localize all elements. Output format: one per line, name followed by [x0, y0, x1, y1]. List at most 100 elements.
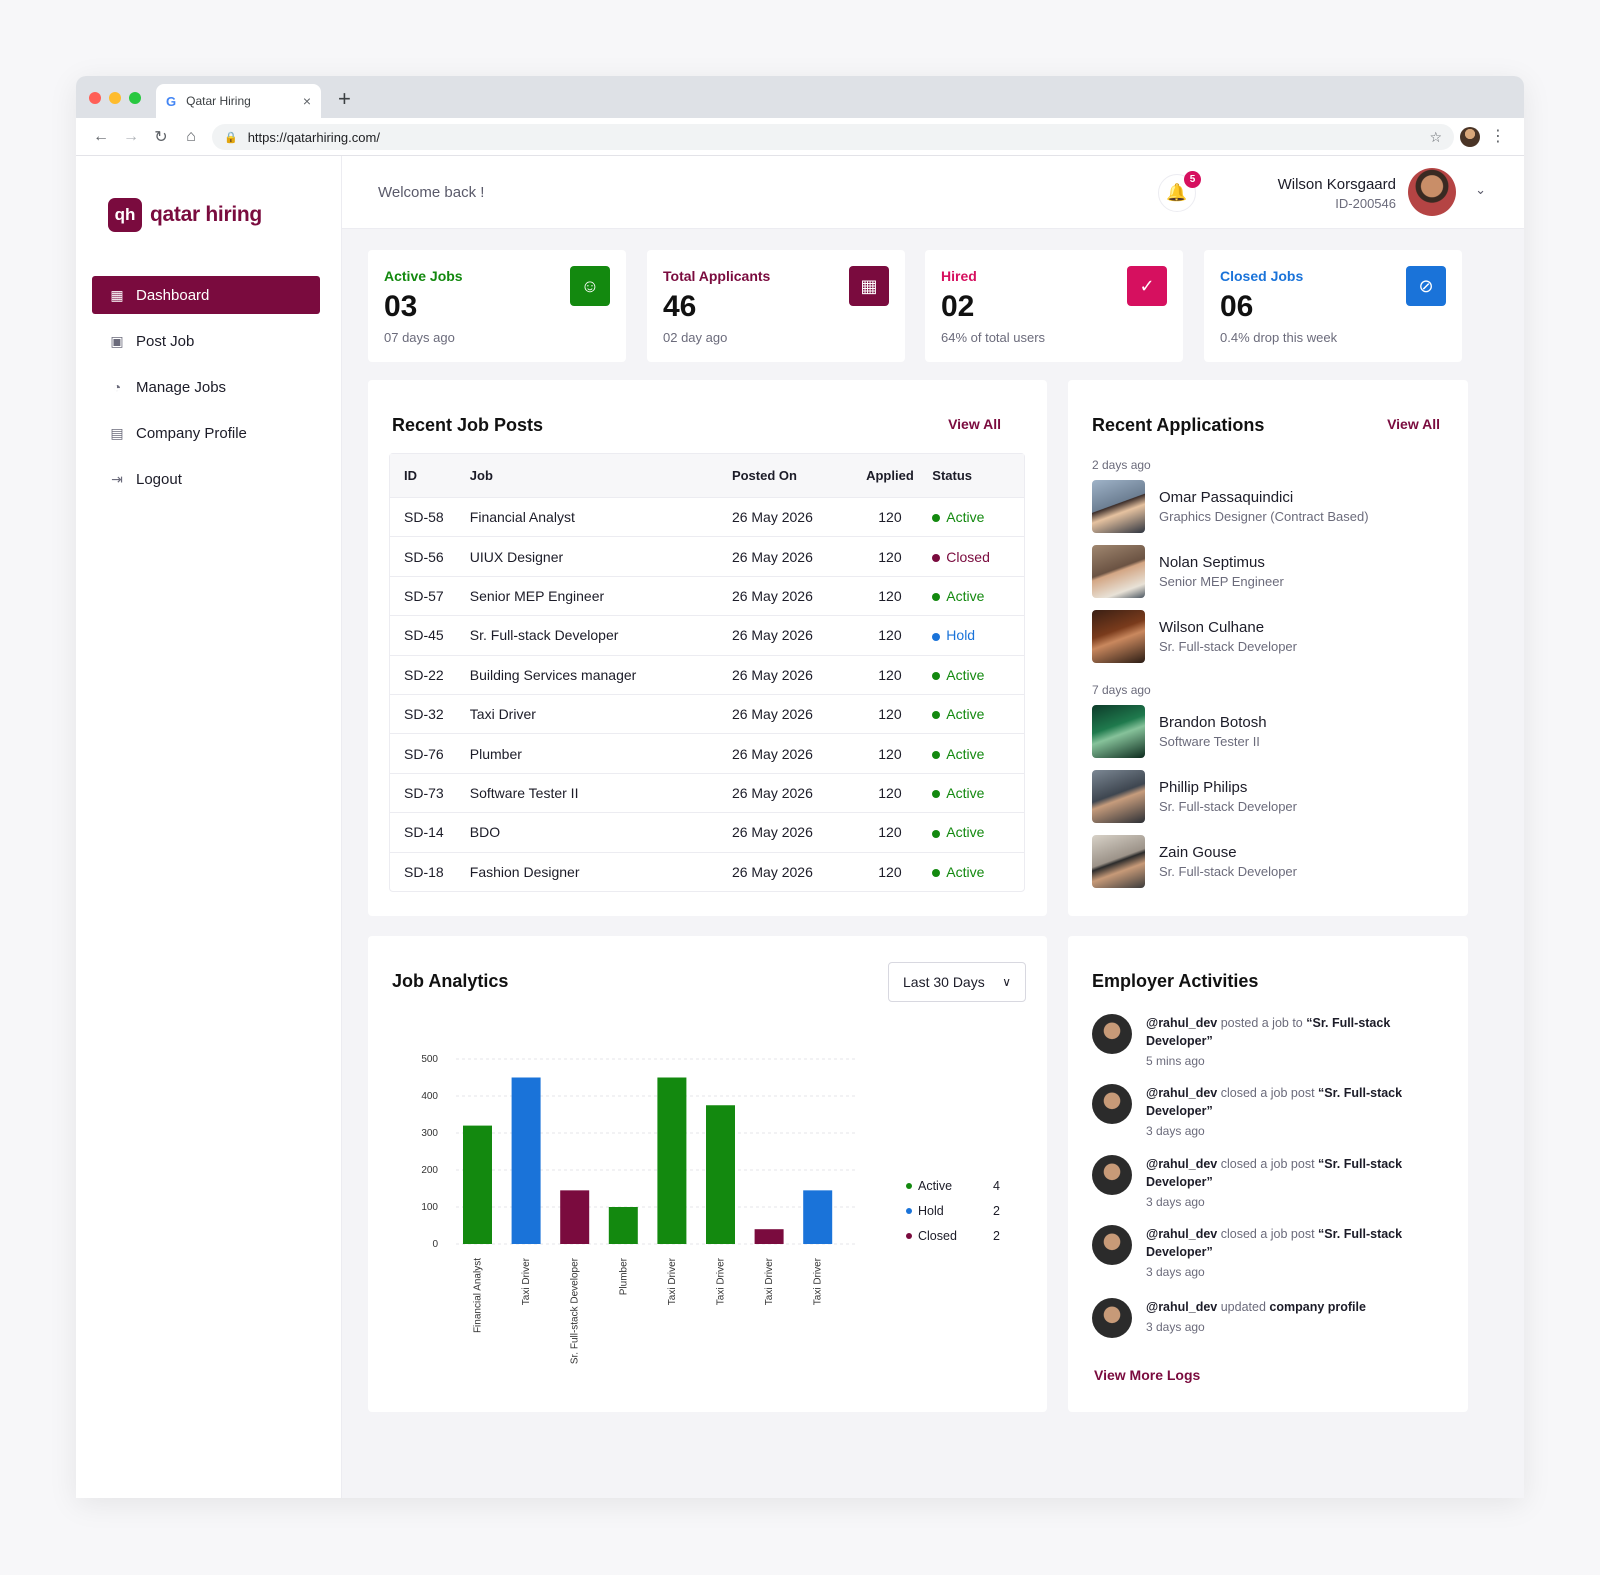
table-row[interactable]: SD-57 Senior MEP Engineer 26 May 2026 120 Ac… [390, 575, 1024, 615]
activity-avatar [1092, 1155, 1132, 1195]
employer-activities-title: Employer Activities [1092, 971, 1259, 991]
activity-user[interactable]: @rahul_dev [1146, 1227, 1218, 1241]
activity-user[interactable]: @rahul_dev [1146, 1157, 1218, 1171]
table-row[interactable]: SD-18 Fashion Designer 26 May 2026 120 Activ… [390, 851, 1024, 891]
legend-label: Active [918, 1179, 952, 1193]
table-row[interactable]: SD-22 Building Services manager 26 May 202… [390, 654, 1024, 694]
close-tab-icon[interactable]: × [302, 93, 311, 109]
brand-logo[interactable]: qh qatar hiring [108, 198, 262, 232]
browser-menu-icon[interactable]: ⋮ [1490, 128, 1506, 145]
activity-verb: closed a job post [1220, 1227, 1315, 1241]
activity-verb: closed a job post [1220, 1157, 1315, 1171]
sidebar-item-post-job[interactable]: ▣ Post Job [92, 322, 320, 360]
x-tick-label: Financial Analyst [473, 1258, 484, 1333]
status-dot [932, 790, 941, 799]
new-tab-button[interactable]: + [338, 86, 351, 111]
activity-time: 3 days ago [1146, 1320, 1205, 1334]
maximize-window-button[interactable] [129, 92, 141, 104]
job-title-cell: Financial Analyst [469, 509, 575, 526]
bookmark-star-icon[interactable]: ☆ [1429, 128, 1442, 145]
status-dot [932, 750, 941, 759]
list-item[interactable]: Zain Gouse Sr. Full-stack Developer [1092, 833, 1297, 889]
job-analytics-card: Job Analytics Last 30 Days ∨ 0 100 200 300 4… [368, 936, 1047, 1412]
applicant-role: Sr. Full-stack Developer [1159, 638, 1297, 654]
activity-user[interactable]: @rahul_dev [1146, 1300, 1218, 1314]
x-tick-label: Taxi Driver [813, 1257, 824, 1305]
stat-card-active-jobs: Active Jobs 03 07 days ago ☺ [368, 250, 626, 362]
job-id-cell: SD-56 [404, 548, 444, 565]
table-row[interactable]: SD-14 BDO 26 May 2026 120 Active [390, 812, 1024, 851]
activity-item: @rahul_dev closed a job post “Sr. Full-s… [1092, 1155, 1422, 1211]
activity-user[interactable]: @rahul_dev [1146, 1016, 1218, 1030]
table-row[interactable]: SD-76 Plumber 26 May 2026 120 Active [390, 733, 1024, 772]
back-icon[interactable]: ← [93, 127, 109, 145]
minimize-window-button[interactable] [109, 92, 121, 104]
forward-icon[interactable]: → [123, 127, 139, 145]
posted-on-cell: 26 May 2026 [731, 587, 813, 604]
legend-label: Hold [918, 1204, 944, 1218]
chevron-down-icon[interactable]: ⌄ [1475, 182, 1486, 197]
logout-icon: ⇥ [111, 470, 123, 487]
activity-item: @rahul_dev updated company profile 3 days… [1092, 1298, 1422, 1338]
stat-subtext: 64% of total users [941, 330, 1046, 345]
browser-profile-avatar[interactable] [1460, 127, 1480, 147]
notification-bell-icon[interactable]: 🔔 5 [1158, 171, 1201, 212]
sidebar-item-company-profile[interactable]: ▤ Company Profile [92, 414, 320, 452]
table-row[interactable]: SD-45 Sr. Full-stack Developer 26 May 2026… [390, 615, 1024, 654]
url-field[interactable]: 🔒 https://qatarhiring.com/ ☆ [212, 124, 1454, 150]
view-more-logs-link[interactable]: View More Logs [1094, 1367, 1201, 1383]
activity-object: “Sr. Full-stack Developer” [1146, 1016, 1391, 1048]
browser-tab[interactable]: G Qatar Hiring × [156, 84, 321, 118]
column-header-posted-on: Posted On [731, 468, 797, 483]
applicant-photo [1092, 479, 1145, 533]
activity-avatar [1092, 1225, 1132, 1265]
status-dot [932, 869, 941, 877]
browser-tab-bar: G Qatar Hiring × + [76, 76, 1524, 118]
close-window-button[interactable] [89, 92, 101, 104]
sidebar-item-dashboard[interactable]: ▦ Dashboard [92, 276, 320, 314]
table-row[interactable]: SD-58 Financial Analyst 26 May 2026 120 Acti… [390, 497, 1024, 536]
recent-applications-view-all-link[interactable]: View All [1387, 416, 1440, 432]
google-favicon-icon: G [166, 93, 177, 109]
pie-chart-icon: ◔ [112, 379, 122, 395]
list-item[interactable]: Omar Passaquindici Graphics Designer (Con… [1092, 478, 1369, 534]
jobs-table: ID Job Posted On Applied Status SD-58 Financi… [389, 453, 1025, 892]
x-tick-label: Plumber [618, 1257, 629, 1295]
activity-text: @rahul_dev closed a job post “Sr. Full-s… [1146, 1155, 1422, 1211]
list-item[interactable]: Wilson Culhane Sr. Full-stack Developer [1092, 608, 1297, 664]
posted-on-cell: 26 May 2026 [731, 784, 813, 801]
list-item[interactable]: Nolan Septimus Senior MEP Engineer [1092, 543, 1284, 599]
sidebar-item-manage-jobs[interactable]: ◔ Manage Jobs [92, 368, 320, 406]
applicant-role: Graphics Designer (Contract Based) [1159, 508, 1369, 524]
job-title-cell: Senior MEP Engineer [469, 587, 605, 604]
reload-icon[interactable]: ↻ [154, 128, 168, 146]
home-icon[interactable]: ⌂ [186, 127, 196, 145]
status-badge: Closed [932, 549, 1024, 565]
job-id-cell: SD-18 [404, 863, 444, 880]
column-header-status: Status [932, 468, 973, 483]
table-row[interactable]: SD-73 Software Tester II 26 May 2026 120 Act… [390, 772, 1024, 812]
applied-count-cell: 120 [878, 863, 902, 880]
list-item[interactable]: Phillip Philips Sr. Full-stack Developer [1092, 768, 1297, 824]
url-text: https://qatarhiring.com/ [247, 129, 380, 145]
job-title-cell: BDO [469, 824, 501, 841]
list-item[interactable]: Brandon Botosh Software Tester II [1092, 703, 1267, 759]
user-avatar[interactable] [1408, 168, 1456, 216]
chart-bar [657, 1077, 687, 1244]
sidebar: qh qatar hiring ▦ Dashboard ▣ Post Job ◔ Mana… [76, 156, 342, 1498]
job-title-cell: Taxi Driver [469, 706, 536, 723]
y-tick-label: 0 [432, 1239, 438, 1250]
sidebar-item-label: Manage Jobs [136, 378, 227, 396]
date-range-select[interactable]: Last 30 Days ∨ [888, 962, 1026, 1002]
activity-user[interactable]: @rahul_dev [1146, 1086, 1218, 1100]
table-row[interactable]: SD-32 Taxi Driver 26 May 2026 120 Active [390, 693, 1024, 733]
sidebar-item-logout[interactable]: ⇥ Logout [92, 460, 320, 498]
stat-label: Closed Jobs [1220, 268, 1304, 284]
notification-count-badge: 5 [1184, 171, 1201, 188]
calendar-check-icon: ▦ [849, 266, 889, 306]
recent-jobs-view-all-link[interactable]: View All [948, 416, 1001, 432]
grid-icon: ▦ [110, 286, 124, 303]
status-badge: Active [932, 509, 1024, 525]
status-dot [932, 829, 941, 838]
table-row[interactable]: SD-56 UIUX Designer 26 May 2026 120 Closed [390, 536, 1024, 575]
